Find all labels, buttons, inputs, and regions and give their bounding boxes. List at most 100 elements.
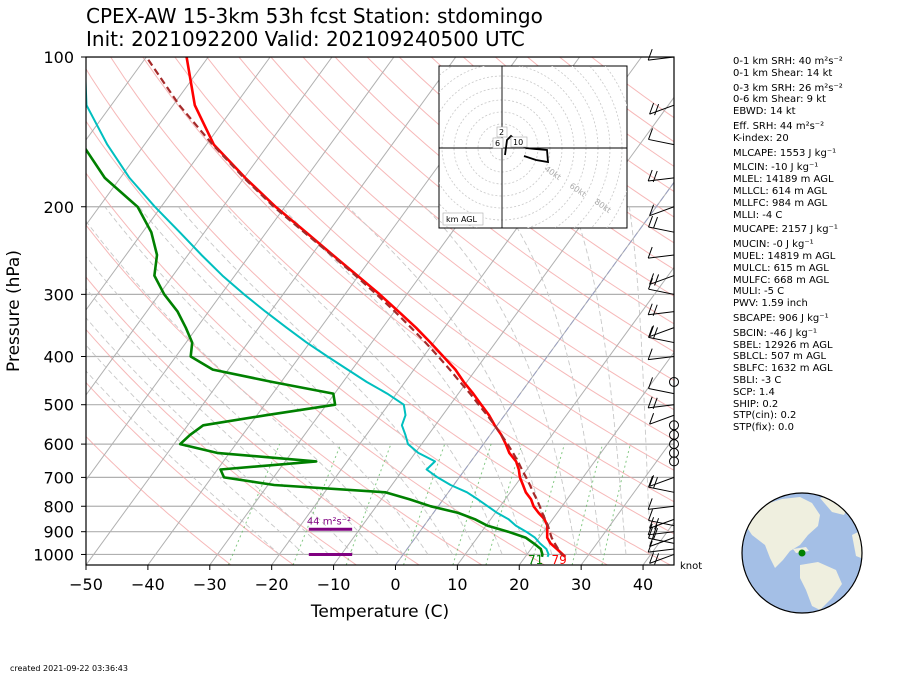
wind-barb-staff (648, 548, 675, 553)
x-tick-label: −30 (193, 575, 227, 594)
isotherm-line (86, 57, 457, 565)
parameter-item: MLCAPE: 1553 J kg⁻¹ (733, 147, 837, 159)
parameter-item: STP(fix): 0.0 (733, 422, 794, 434)
hodograph-corner-box (442, 212, 484, 226)
wind-barb-flag (649, 102, 655, 115)
wind-barb-staff (648, 505, 675, 510)
wind-barb-staff (648, 531, 675, 536)
hodograph-height-label: 6 (495, 139, 500, 148)
chart-title: CPEX-AW 15-3km 53h fcst Station: stdomin… (86, 4, 543, 51)
parameter-item: SBCAPE: 906 J kg⁻¹ (733, 312, 829, 324)
y-tick-label: 400 (43, 348, 74, 367)
wind-barb-staff (649, 518, 675, 529)
moist-adiabat (104, 206, 429, 555)
x-tick-label: −50 (69, 575, 103, 594)
parameter-item: MLLCL: 614 m AGL (733, 185, 828, 197)
x-tick-label: 20 (509, 575, 529, 594)
wind-barb-staff (648, 404, 675, 409)
wind-barb-flag (647, 498, 653, 510)
parameter-item: MULCL: 615 m AGL (733, 262, 829, 274)
parameter-item: MLEL: 14189 m AGL (733, 174, 834, 186)
moist-adiabat (86, 255, 379, 555)
wind-barb-flag (654, 553, 660, 565)
y-tick-label: 600 (43, 435, 74, 454)
wind-barb-flag (649, 273, 655, 285)
wind-barb-staff (648, 336, 675, 344)
wind-barb-staff (648, 226, 675, 233)
wind-barb-staff (649, 104, 675, 115)
moist-adiabat (224, 206, 503, 555)
wind-barb-staff (648, 254, 675, 259)
axes: −50 −40 −30 −20 −10 0 10 20 30 40 100 200 300 400 500 6… (33, 48, 653, 594)
wind-barb-flag (654, 518, 660, 530)
isotherm-line (518, 351, 674, 565)
isotherm-line (456, 266, 674, 565)
plot-frame (85, 56, 675, 566)
y-tick-label: 500 (43, 396, 74, 415)
wind-barb-flag (654, 103, 660, 116)
profile-series: 71 79 (86, 57, 567, 567)
dry-adiabat (270, 57, 674, 381)
wind-barb-flag (649, 475, 655, 487)
x-tick-label: −20 (255, 575, 289, 594)
wind-barb-staff (649, 476, 675, 487)
dry-adiabat (86, 172, 545, 565)
calm-wind-circle (669, 420, 679, 431)
wind-barb-staff (649, 553, 675, 564)
wind-barb-flag (648, 377, 653, 389)
wind-barb-staff (648, 387, 675, 395)
moist-adiabat (424, 206, 577, 555)
y-tick-label: 800 (43, 497, 74, 516)
wind-barb-staff (648, 56, 675, 61)
parameter-item: MLLI: -4 C (733, 209, 783, 221)
wind-barb-flag (652, 170, 658, 183)
parameter-item: SBLI: -3 C (733, 374, 782, 386)
parameter-item: MUCAPE: 2157 J kg⁻¹ (733, 224, 838, 236)
wind-barb-staff (648, 138, 675, 146)
wind-barb-flag (648, 509, 653, 521)
moist-adiabat (280, 206, 528, 555)
parameter-item: MLCIN: -10 J kg⁻¹ (733, 162, 819, 174)
y-tick-label: 200 (43, 198, 74, 217)
wind-barb-flag (653, 476, 658, 489)
wind-barb-flag (653, 216, 658, 229)
calm-wind-circle (669, 456, 679, 467)
wind-barb-staff (649, 275, 675, 285)
hodograph-height-label: 10 (513, 138, 523, 147)
north-america-shape (742, 497, 820, 568)
srh-bars: 44 m²s⁻² (307, 516, 353, 556)
wind-barb-flag (648, 326, 653, 338)
parameter-item: K-index: 20 (733, 132, 789, 144)
dry-adiabat (238, 57, 674, 411)
hodograph-frame (438, 65, 628, 229)
isotherm-line (580, 436, 674, 565)
surface-label-temperature: 79 (551, 553, 566, 567)
x-tick-label: 40 (633, 575, 653, 594)
moist-adiabat (86, 287, 354, 555)
wind-barb-flag (652, 304, 658, 316)
moist-adiabat (628, 206, 652, 555)
moist-adiabat (347, 206, 553, 555)
parameter-item: 0-1 km SRH: 40 m²s⁻² (733, 56, 843, 67)
wind-barb-staff (648, 311, 675, 316)
wind-barb-staff (648, 356, 675, 361)
dry-adiabat (110, 57, 674, 535)
wind-barb-staff (648, 486, 675, 493)
wind-barb-staff (649, 537, 675, 548)
hodograph-trace (504, 134, 549, 164)
srh-label: 44 m²s⁻² (307, 516, 351, 527)
dry-adiabat (334, 57, 674, 325)
parameter-item: 0-6 km Shear: 9 kt (733, 94, 826, 106)
x-tick-label: −40 (131, 575, 165, 594)
hodograph-height-label: 2 (499, 128, 504, 137)
parameter-list: 0-1 km SRH: 40 m²s⁻² 0-1 km Shear: 14 kt 0… (733, 56, 903, 434)
y-tick-label: 1000 (33, 545, 74, 564)
mixing-ratio-line (403, 443, 446, 565)
station-marker (798, 549, 806, 557)
mixing-ratio-line (345, 443, 392, 565)
parameter-item: MULFC: 668 m AGL (733, 274, 829, 286)
mixing-ratio-line (292, 443, 342, 565)
